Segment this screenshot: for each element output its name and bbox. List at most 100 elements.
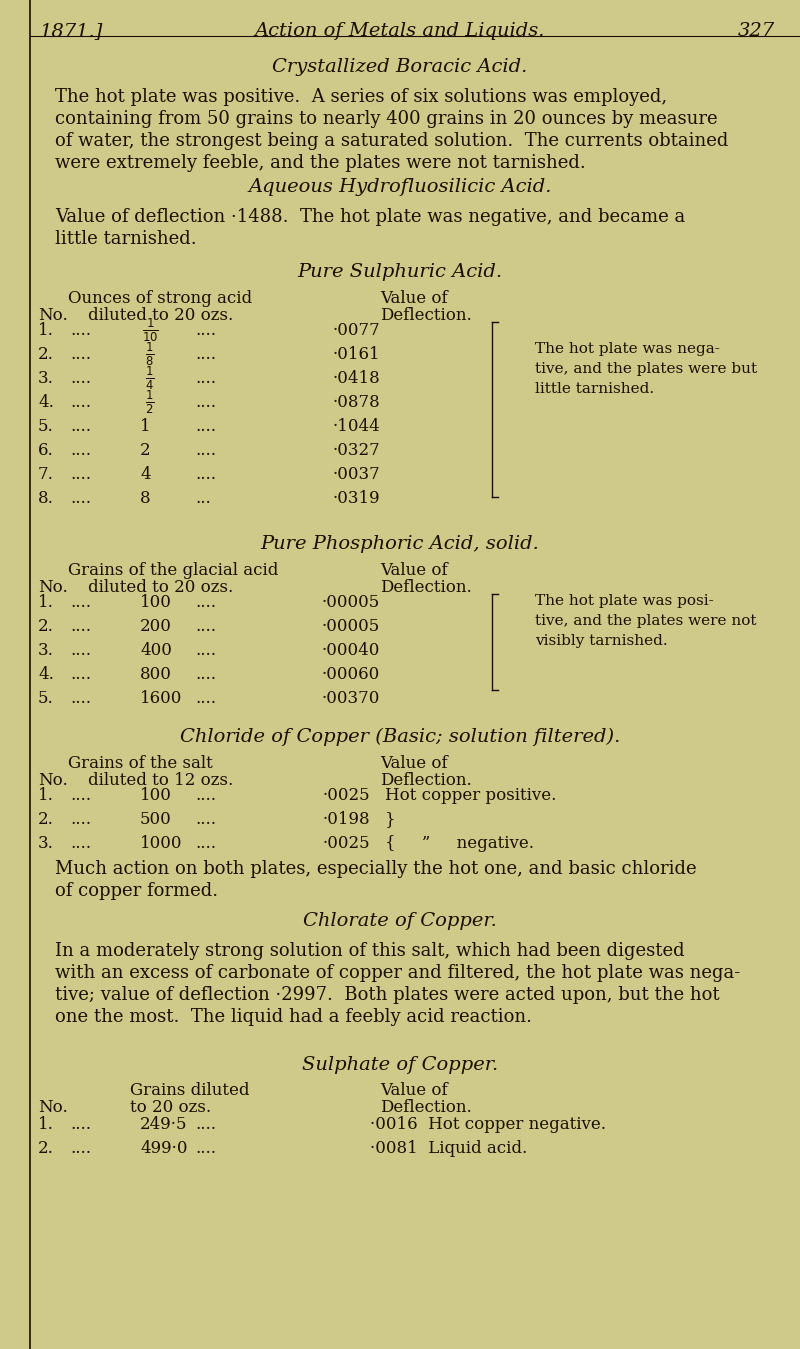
Text: ·0327: ·0327 [332, 442, 380, 459]
Text: ·0037: ·0037 [332, 465, 380, 483]
Text: ·0161: ·0161 [332, 345, 380, 363]
Text: Chlorate of Copper.: Chlorate of Copper. [303, 912, 497, 929]
Text: 1.: 1. [38, 786, 54, 804]
Text: ·0081  Liquid acid.: ·0081 Liquid acid. [370, 1140, 527, 1157]
Text: tive; value of deflection ·2997.  Both plates were acted upon, but the hot: tive; value of deflection ·2997. Both pl… [55, 986, 720, 1004]
Text: $\frac{1}{2}$: $\frac{1}{2}$ [146, 389, 154, 415]
Text: ·0418: ·0418 [332, 370, 380, 387]
Text: ....: .... [195, 322, 216, 339]
Text: ....: .... [70, 594, 91, 611]
Text: {     ”     negative.: { ” negative. [385, 835, 534, 853]
Text: ....: .... [195, 786, 216, 804]
Text: 499·0: 499·0 [140, 1140, 187, 1157]
Text: ·00040: ·00040 [322, 642, 380, 660]
Text: ....: .... [195, 642, 216, 660]
Text: Sulphate of Copper.: Sulphate of Copper. [302, 1056, 498, 1074]
Text: ....: .... [195, 394, 216, 411]
Text: ....: .... [70, 490, 91, 507]
Text: Value of: Value of [380, 755, 448, 772]
Text: ....: .... [195, 666, 216, 683]
Text: little tarnished.: little tarnished. [535, 382, 654, 397]
Text: ·0016  Hot copper negative.: ·0016 Hot copper negative. [370, 1116, 606, 1133]
Text: ....: .... [70, 442, 91, 459]
Text: ....: .... [195, 1140, 216, 1157]
Text: 500: 500 [140, 811, 172, 828]
Text: diluted to 20 ozs.: diluted to 20 ozs. [88, 579, 234, 596]
Text: ....: .... [195, 465, 216, 483]
Text: 2: 2 [140, 442, 150, 459]
Text: Hot copper positive.: Hot copper positive. [385, 786, 556, 804]
Text: 7.: 7. [38, 465, 54, 483]
Text: ....: .... [70, 370, 91, 387]
Text: Value of: Value of [380, 1082, 448, 1099]
Text: ....: .... [70, 1140, 91, 1157]
Text: 8.: 8. [38, 490, 54, 507]
Text: ·0025: ·0025 [322, 786, 370, 804]
Text: ...: ... [195, 490, 210, 507]
Text: ....: .... [70, 666, 91, 683]
Text: ....: .... [70, 345, 91, 363]
Text: 2.: 2. [38, 1140, 54, 1157]
Text: ·0077: ·0077 [332, 322, 380, 339]
Text: ·00370: ·00370 [322, 689, 380, 707]
Text: ....: .... [195, 345, 216, 363]
Text: ....: .... [70, 394, 91, 411]
Text: 100: 100 [140, 594, 172, 611]
Text: 3.: 3. [38, 642, 54, 660]
Text: tive, and the plates were but: tive, and the plates were but [535, 362, 757, 376]
Text: Deflection.: Deflection. [380, 1099, 472, 1116]
Text: ·0025: ·0025 [322, 835, 370, 853]
Text: 2.: 2. [38, 345, 54, 363]
Text: No.: No. [38, 772, 68, 789]
Text: Pure Phosphoric Acid, solid.: Pure Phosphoric Acid, solid. [261, 536, 539, 553]
Text: 1871.]: 1871.] [40, 22, 103, 40]
Text: Deflection.: Deflection. [380, 308, 472, 324]
Text: Action of Metals and Liquids.: Action of Metals and Liquids. [254, 22, 546, 40]
Text: ....: .... [195, 811, 216, 828]
Text: 4.: 4. [38, 666, 54, 683]
Text: 1600: 1600 [140, 689, 182, 707]
Text: Deflection.: Deflection. [380, 579, 472, 596]
Text: Crystallized Boracic Acid.: Crystallized Boracic Acid. [272, 58, 528, 76]
Text: 200: 200 [140, 618, 172, 635]
Text: ....: .... [70, 811, 91, 828]
Text: $\frac{1}{10}$: $\frac{1}{10}$ [142, 316, 158, 344]
Text: with an excess of carbonate of copper and filtered, the hot plate was nega-: with an excess of carbonate of copper an… [55, 965, 740, 982]
Text: ....: .... [195, 418, 216, 434]
Text: ....: .... [70, 642, 91, 660]
Text: No.: No. [38, 579, 68, 596]
Text: ·00060: ·00060 [322, 666, 380, 683]
Text: Chloride of Copper (Basic; solution filtered).: Chloride of Copper (Basic; solution filt… [180, 728, 620, 746]
Text: In a moderately strong solution of this salt, which had been digested: In a moderately strong solution of this … [55, 942, 685, 960]
Text: of copper formed.: of copper formed. [55, 882, 218, 900]
Text: Value of deflection ·1488.  The hot plate was negative, and became a: Value of deflection ·1488. The hot plate… [55, 208, 686, 227]
Text: 5.: 5. [38, 418, 54, 434]
Text: 1000: 1000 [140, 835, 182, 853]
Text: ....: .... [195, 594, 216, 611]
Text: No.: No. [38, 308, 68, 324]
Text: ....: .... [195, 835, 216, 853]
Text: 3.: 3. [38, 370, 54, 387]
Text: diluted to 12 ozs.: diluted to 12 ozs. [88, 772, 234, 789]
Text: ....: .... [195, 1116, 216, 1133]
Text: $\frac{1}{8}$: $\frac{1}{8}$ [146, 340, 154, 368]
Text: 1: 1 [140, 418, 150, 434]
Text: ....: .... [195, 618, 216, 635]
Text: ....: .... [70, 322, 91, 339]
Text: Ounces of strong acid: Ounces of strong acid [68, 290, 252, 308]
Text: 100: 100 [140, 786, 172, 804]
Text: ....: .... [195, 442, 216, 459]
Text: 4.: 4. [38, 394, 54, 411]
Text: ....: .... [70, 835, 91, 853]
Text: ....: .... [70, 1116, 91, 1133]
Text: ·0319: ·0319 [332, 490, 380, 507]
Text: ....: .... [70, 618, 91, 635]
Text: 249·5: 249·5 [140, 1116, 187, 1133]
Text: 1.: 1. [38, 594, 54, 611]
Text: 6.: 6. [38, 442, 54, 459]
Text: Deflection.: Deflection. [380, 772, 472, 789]
Text: $\frac{1}{4}$: $\frac{1}{4}$ [146, 364, 154, 391]
Text: were extremely feeble, and the plates were not tarnished.: were extremely feeble, and the plates we… [55, 154, 586, 173]
Text: Value of: Value of [380, 290, 448, 308]
Text: 327: 327 [738, 22, 775, 40]
